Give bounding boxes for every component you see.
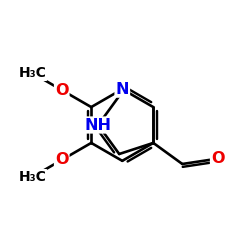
Text: NH: NH	[85, 118, 112, 132]
Text: N: N	[116, 82, 129, 97]
Text: O: O	[211, 151, 224, 166]
Text: H₃C: H₃C	[18, 66, 46, 80]
Text: H₃C: H₃C	[18, 170, 46, 184]
Text: O: O	[55, 152, 68, 168]
Text: O: O	[55, 82, 68, 98]
